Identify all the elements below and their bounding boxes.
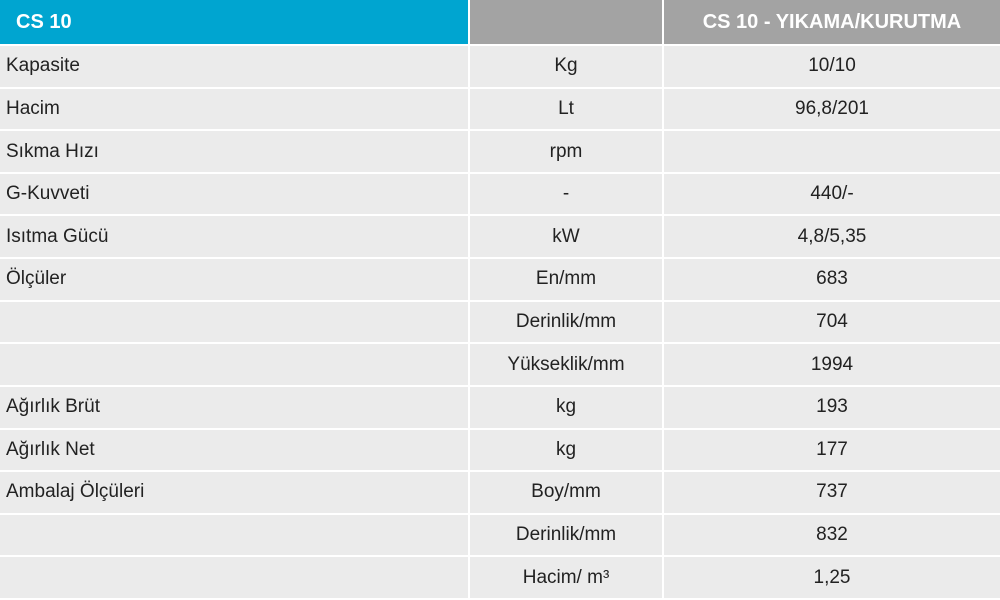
table-cell xyxy=(0,514,468,556)
table-row: Ağırlık Net kg 177 xyxy=(0,429,1000,471)
table-row: Hacim/ m³ 1,25 xyxy=(0,557,1000,598)
table-cell: CS 10 xyxy=(0,0,468,44)
table-cell: 1994 xyxy=(664,344,1000,385)
table-cell: Hacim xyxy=(0,88,468,130)
table-cell: 440/- xyxy=(664,173,1000,215)
table-cell: Isıtma Gücü xyxy=(0,216,468,258)
table-row: Derinlik/mm 704 xyxy=(0,301,1000,343)
table-cell: kg xyxy=(470,429,662,471)
table-cell: 193 xyxy=(664,386,1000,428)
table-cell: Lt xyxy=(470,88,662,130)
table-cell xyxy=(0,557,468,598)
table-row: Ambalaj Ölçüleri Boy/mm 737 xyxy=(0,472,1000,513)
table-cell: CS 10 - YIKAMA/KURUTMA xyxy=(664,0,1000,44)
table-cell: En/mm xyxy=(470,259,662,300)
table-cell: 4,8/5,35 xyxy=(664,216,1000,258)
table-cell: kg xyxy=(470,386,662,428)
table-cell: Kapasite xyxy=(0,46,468,87)
table-cell: 177 xyxy=(664,429,1000,471)
table-cell: Ambalaj Ölçüleri xyxy=(0,472,468,513)
table-cell: rpm xyxy=(470,131,662,172)
table-row: Ağırlık Brüt kg 193 xyxy=(0,386,1000,428)
table-cell: Boy/mm xyxy=(470,472,662,513)
header-row: CS 10 CS 10 - YIKAMA/KURUTMA xyxy=(0,0,1000,44)
table-cell: Yükseklik/mm xyxy=(470,344,662,385)
table-cell xyxy=(0,301,468,343)
table-row: Hacim Lt 96,8/201 xyxy=(0,88,1000,130)
table-cell xyxy=(0,344,468,385)
table-row: Yükseklik/mm 1994 xyxy=(0,344,1000,385)
table-cell: Ağırlık Net xyxy=(0,429,468,471)
table-cell: G-Kuvveti xyxy=(0,173,468,215)
table-cell: Kg xyxy=(470,46,662,87)
table-cell: kW xyxy=(470,216,662,258)
table-cell: Hacim/ m³ xyxy=(470,557,662,598)
table-cell: - xyxy=(470,173,662,215)
table-cell: 10/10 xyxy=(664,46,1000,87)
table-cell: 1,25 xyxy=(664,557,1000,598)
table-row: Ölçüler En/mm 683 xyxy=(0,259,1000,300)
table-cell xyxy=(664,131,1000,172)
table-cell xyxy=(470,0,662,44)
table-cell: Sıkma Hızı xyxy=(0,131,468,172)
table-cell: Derinlik/mm xyxy=(470,301,662,343)
table-cell: Ölçüler xyxy=(0,259,468,300)
table-cell: 683 xyxy=(664,259,1000,300)
table-cell: 96,8/201 xyxy=(664,88,1000,130)
table-cell: Derinlik/mm xyxy=(470,514,662,556)
table-row: Isıtma Gücü kW 4,8/5,35 xyxy=(0,216,1000,258)
table-cell: 737 xyxy=(664,472,1000,513)
table-cell: 704 xyxy=(664,301,1000,343)
table-cell: Ağırlık Brüt xyxy=(0,386,468,428)
table-row: G-Kuvveti -440/- xyxy=(0,173,1000,215)
table-cell: 832 xyxy=(664,514,1000,556)
table-row: Derinlik/mm 832 xyxy=(0,514,1000,556)
table-row: Kapasite Kg 10/10 xyxy=(0,46,1000,87)
table-row: Sıkma Hızı rpm xyxy=(0,131,1000,172)
